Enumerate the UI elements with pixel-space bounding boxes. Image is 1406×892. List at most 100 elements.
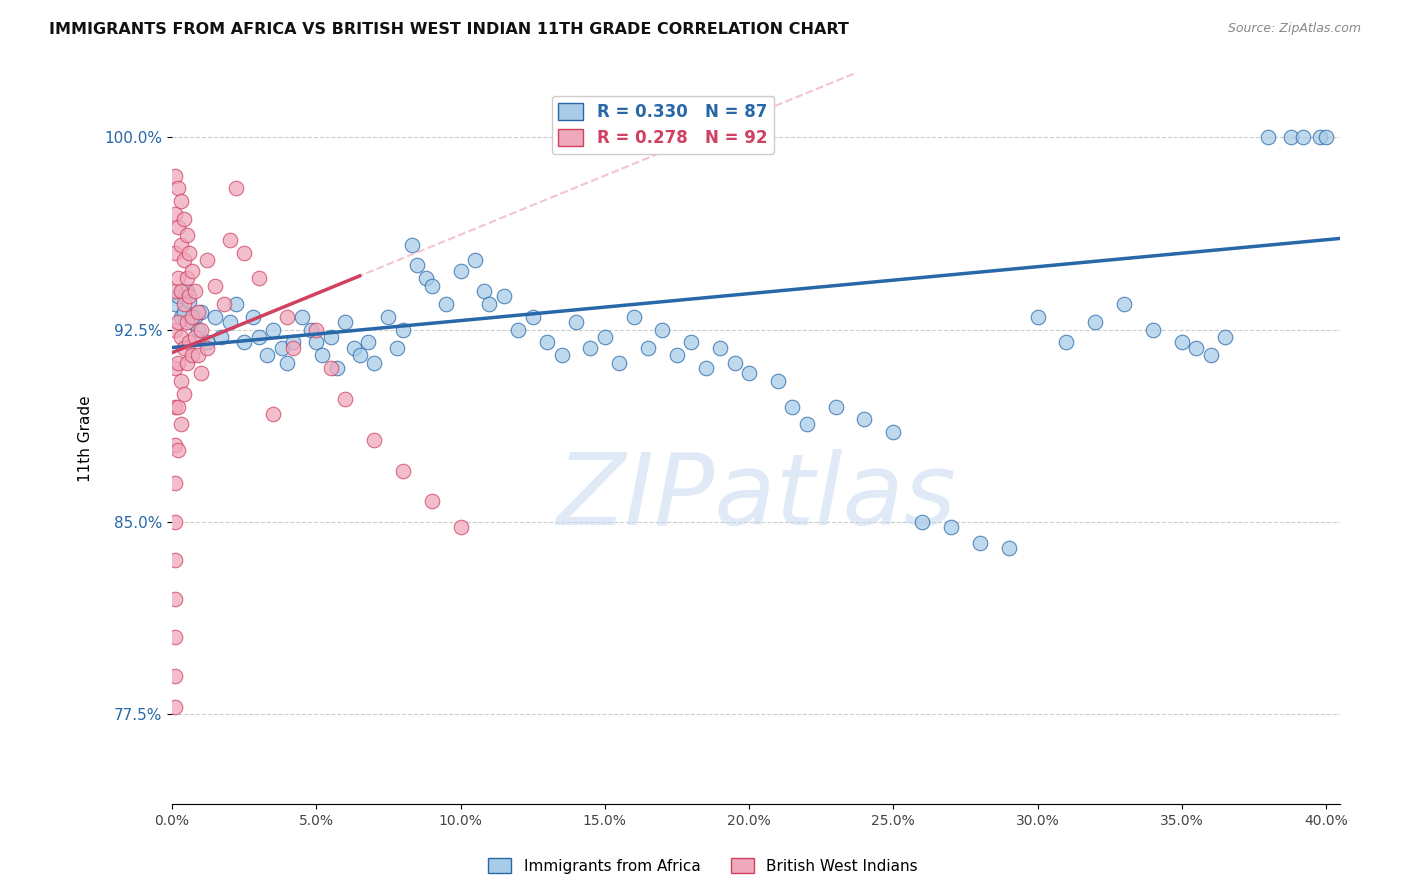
Point [176,356,198,370]
Point [173,253,195,268]
Point [218,315,240,329]
Point [163,699,186,714]
Point [184,284,207,298]
Point [225,181,247,195]
Point [623,310,645,324]
Point [212,297,235,311]
Point [579,341,602,355]
Point [181,310,204,324]
Point [179,289,201,303]
Point [170,374,193,388]
Point [472,284,495,298]
Point [181,348,204,362]
Point [651,322,673,336]
Y-axis label: 11th Grade: 11th Grade [79,395,93,482]
Point [420,279,443,293]
Point [401,238,423,252]
Point [187,322,209,336]
Point [1054,335,1077,350]
Point [179,294,201,309]
Point [163,591,186,606]
Point [363,433,385,447]
Point [163,207,186,221]
Point [242,310,264,324]
Point [262,322,284,336]
Point [357,335,380,350]
Point [247,330,270,344]
Point [173,297,195,311]
Point [184,330,207,344]
Point [406,259,429,273]
Point [167,271,190,285]
Point [349,348,371,362]
Point [1112,297,1135,311]
Point [276,356,298,370]
Text: Source: ZipAtlas.com: Source: ZipAtlas.com [1227,22,1361,36]
Point [163,322,186,336]
Point [738,366,761,380]
Point [319,330,342,344]
Point [1026,310,1049,324]
Point [163,245,186,260]
Point [782,400,804,414]
Point [882,425,904,440]
Point [536,335,558,350]
Point [1199,348,1222,362]
Point [325,361,347,376]
Point [204,310,226,324]
Point [343,341,366,355]
Point [911,515,934,529]
Point [377,310,399,324]
Point [766,374,789,388]
Point [1292,130,1315,145]
Point [415,271,437,285]
Point [225,297,247,311]
Point [173,386,195,401]
Point [163,515,186,529]
Point [176,315,198,329]
Text: IMMIGRANTS FROM AFRICA VS BRITISH WEST INDIAN 11TH GRADE CORRELATION CHART: IMMIGRANTS FROM AFRICA VS BRITISH WEST I… [49,22,849,37]
Point [163,169,186,183]
Point [163,438,186,452]
Point [163,361,186,376]
Point [184,310,207,324]
Point [233,335,256,350]
Point [607,356,630,370]
Point [176,271,198,285]
Point [1315,130,1337,145]
Point [796,417,818,432]
Point [434,297,457,311]
Point [1084,315,1107,329]
Point [385,341,408,355]
Point [335,392,357,406]
Point [420,494,443,508]
Point [187,348,209,362]
Point [299,322,322,336]
Point [181,315,204,329]
Legend: Immigrants from Africa, British West Indians: Immigrants from Africa, British West Ind… [482,852,924,880]
Point [853,412,876,426]
Point [170,284,193,298]
Point [190,322,212,336]
Point [163,669,186,683]
Point [170,417,193,432]
Point [665,348,688,362]
Point [170,330,193,344]
Point [392,322,415,336]
Point [163,631,186,645]
Point [283,335,305,350]
Point [176,284,198,298]
Point [179,245,201,260]
Point [695,361,717,376]
Point [195,335,218,350]
Point [492,289,515,303]
Point [218,233,240,247]
Point [522,310,544,324]
Point [723,356,745,370]
Point [335,315,357,329]
Point [167,315,190,329]
Point [190,304,212,318]
Point [173,212,195,227]
Point [173,341,195,355]
Point [939,520,962,534]
